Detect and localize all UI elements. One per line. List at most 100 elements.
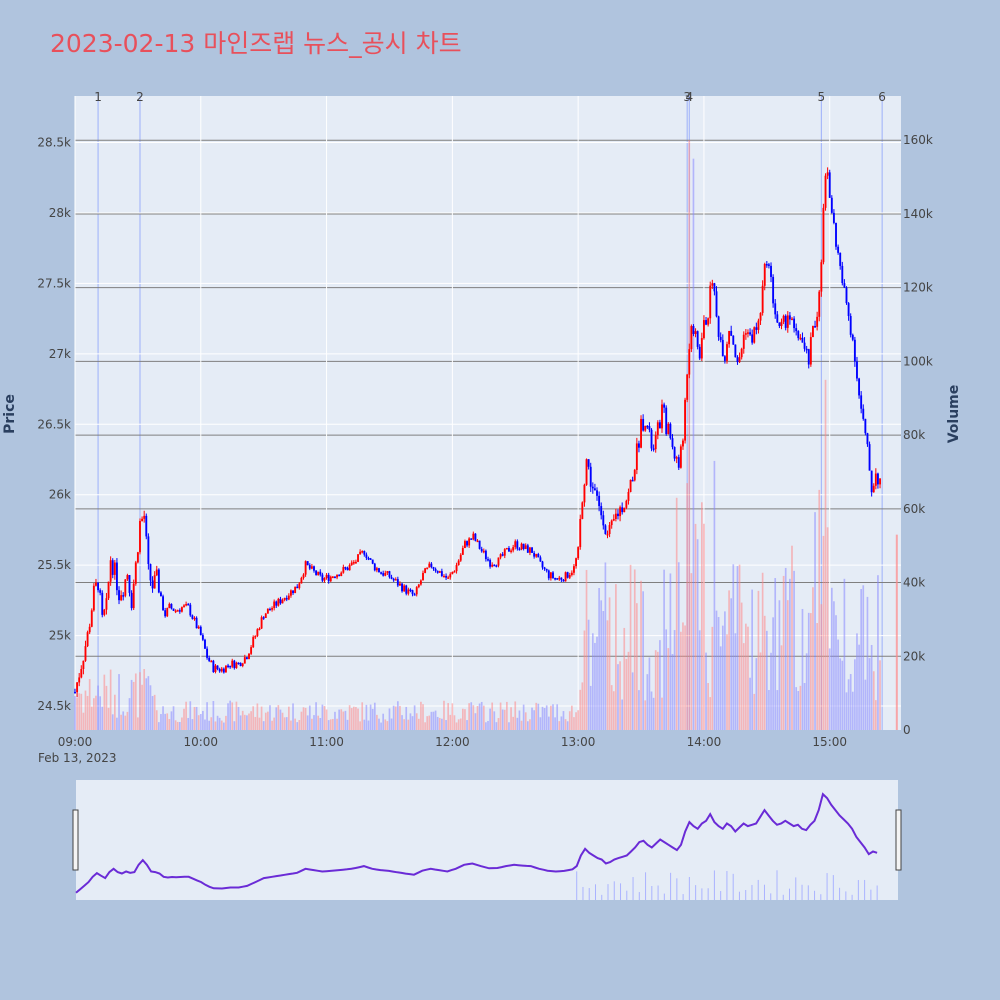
volume-bar (533, 710, 535, 730)
price-candle (199, 626, 202, 636)
price-candle (568, 574, 571, 578)
range-slider-left-handle[interactable] (72, 809, 79, 871)
price-candle (461, 548, 464, 555)
price-candle (860, 395, 863, 409)
price-candle (323, 577, 326, 581)
price-candle (269, 608, 271, 611)
volume-bar (772, 617, 774, 730)
price-candle (369, 558, 372, 560)
volume-bar (858, 644, 860, 730)
volume-bar (503, 709, 506, 730)
volume-bar (355, 707, 357, 730)
volume-bar (526, 721, 529, 730)
volume-bar (120, 714, 122, 730)
volume-bar (837, 639, 839, 730)
price-candle (478, 540, 481, 549)
price-candle (549, 572, 552, 579)
volume-bar (441, 718, 443, 730)
range-slider[interactable] (76, 780, 898, 900)
price-candle (415, 587, 418, 595)
price-candles (74, 167, 881, 698)
price-candle (870, 470, 873, 493)
main-plot-area[interactable] (75, 96, 901, 730)
volume-bar (816, 623, 818, 730)
volume-bar (518, 710, 521, 730)
volume-bar (415, 713, 418, 730)
volume-bar (336, 718, 338, 730)
volume-bar (600, 600, 603, 730)
volume-bar (648, 657, 651, 730)
price-candle (176, 610, 179, 612)
price-candle (168, 603, 171, 609)
volume-bar (462, 708, 464, 730)
volume-bar (711, 626, 714, 730)
price-candle (730, 330, 733, 336)
price-candle (227, 665, 229, 668)
price-candle (510, 550, 513, 552)
volume-bar (877, 575, 879, 730)
price-candle (531, 547, 533, 553)
volume-bar (623, 627, 626, 730)
volume-bar (413, 705, 416, 730)
price-candle (426, 567, 429, 570)
volume-bar (761, 572, 764, 730)
volume-bar (795, 687, 798, 730)
volume-bar (329, 719, 332, 730)
price-candle (459, 554, 462, 561)
price-candle (602, 515, 605, 526)
price-candle (673, 447, 676, 459)
price-candle (147, 536, 150, 565)
volume-bar (382, 713, 385, 730)
price-candle (126, 575, 129, 580)
volume-bar (807, 612, 810, 730)
price-candle (495, 565, 498, 567)
price-candle (698, 346, 701, 359)
price-candle (723, 356, 726, 361)
volume-bar (80, 693, 83, 730)
volume-bar (206, 702, 208, 730)
volume-bar (300, 711, 303, 730)
volume-bar (164, 713, 166, 730)
price-candle (554, 577, 557, 580)
volume-bar (126, 711, 129, 730)
volume-bar (669, 573, 672, 730)
price-tick-label: 25k (49, 629, 71, 643)
volume-bar (778, 600, 781, 730)
price-candle (266, 608, 269, 614)
range-slider-right-handle[interactable] (895, 809, 902, 871)
volume-bar (870, 644, 873, 730)
volume-bar (321, 704, 324, 730)
price-candle (581, 502, 584, 519)
volume-bar (306, 715, 309, 730)
price-candle (289, 590, 292, 596)
volume-bar (791, 545, 793, 730)
volume-bar (279, 709, 282, 730)
volume-bar (703, 523, 705, 730)
price-candle (352, 562, 355, 564)
price-candle (342, 567, 345, 573)
volume-bar (568, 711, 571, 730)
price-candle (707, 318, 710, 325)
price-candle (650, 429, 653, 449)
price-candle (640, 418, 642, 448)
price-candle (166, 608, 169, 617)
price-candle (264, 613, 267, 618)
volume-bar (663, 569, 665, 730)
volume-bar (118, 674, 120, 730)
price-candle (396, 579, 399, 586)
price-candle (359, 551, 362, 555)
price-candle (107, 581, 110, 599)
volume-bar (229, 700, 231, 730)
volume-bar (139, 672, 141, 730)
volume-bar (128, 698, 131, 730)
volume-bar (424, 722, 426, 730)
price-candle (809, 337, 812, 365)
volume-bar (677, 562, 680, 730)
volume-bar (359, 721, 361, 730)
volume-bar (839, 658, 842, 730)
price-candle (876, 473, 879, 485)
price-candle (124, 579, 127, 596)
price-candle (552, 572, 554, 578)
volume-bar (317, 715, 320, 730)
